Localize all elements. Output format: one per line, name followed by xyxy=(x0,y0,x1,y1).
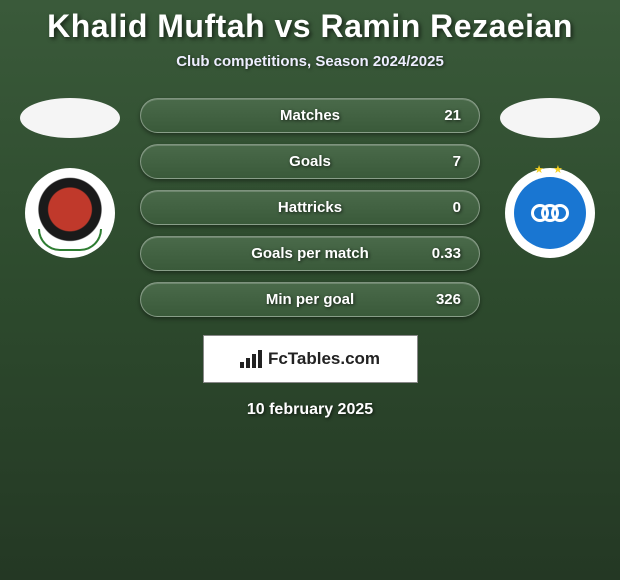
subtitle: Club competitions, Season 2024/2025 xyxy=(0,53,620,70)
stat-label: Min per goal xyxy=(266,291,354,308)
stat-label: Goals xyxy=(289,153,331,170)
stat-label: Matches xyxy=(280,107,340,124)
main-content: Matches 21 Goals 7 Hattricks 0 Goals per… xyxy=(0,98,620,317)
stat-value: 21 xyxy=(444,107,461,124)
club-badge-right-icon xyxy=(514,177,586,249)
player-right-column xyxy=(500,98,600,258)
player-right-avatar xyxy=(500,98,600,138)
stat-value: 7 xyxy=(453,153,461,170)
stat-row-goals-per-match: Goals per match 0.33 xyxy=(140,236,480,271)
page-title: Khalid Muftah vs Ramin Rezaeian xyxy=(0,8,620,45)
stat-label: Hattricks xyxy=(278,199,342,216)
stat-value: 0.33 xyxy=(432,245,461,262)
date-label: 10 february 2025 xyxy=(247,401,373,419)
player-left-avatar xyxy=(20,98,120,138)
brand-text: FcTables.com xyxy=(268,349,380,369)
stat-label: Goals per match xyxy=(251,245,369,262)
stat-row-min-per-goal: Min per goal 326 xyxy=(140,282,480,317)
stat-value: 326 xyxy=(436,291,461,308)
footer: FcTables.com 10 february 2025 xyxy=(0,335,620,419)
club-badge-left-icon xyxy=(34,177,106,249)
stat-row-goals: Goals 7 xyxy=(140,144,480,179)
stats-list: Matches 21 Goals 7 Hattricks 0 Goals per… xyxy=(140,98,480,317)
club-badge-left xyxy=(25,168,115,258)
bar-chart-icon xyxy=(240,350,262,368)
stat-value: 0 xyxy=(453,199,461,216)
rings-icon xyxy=(535,204,565,222)
stat-row-hattricks: Hattricks 0 xyxy=(140,190,480,225)
stat-row-matches: Matches 21 xyxy=(140,98,480,133)
header: Khalid Muftah vs Ramin Rezaeian Club com… xyxy=(0,0,620,70)
club-badge-right xyxy=(505,168,595,258)
player-left-column xyxy=(20,98,120,258)
brand-link[interactable]: FcTables.com xyxy=(203,335,418,383)
